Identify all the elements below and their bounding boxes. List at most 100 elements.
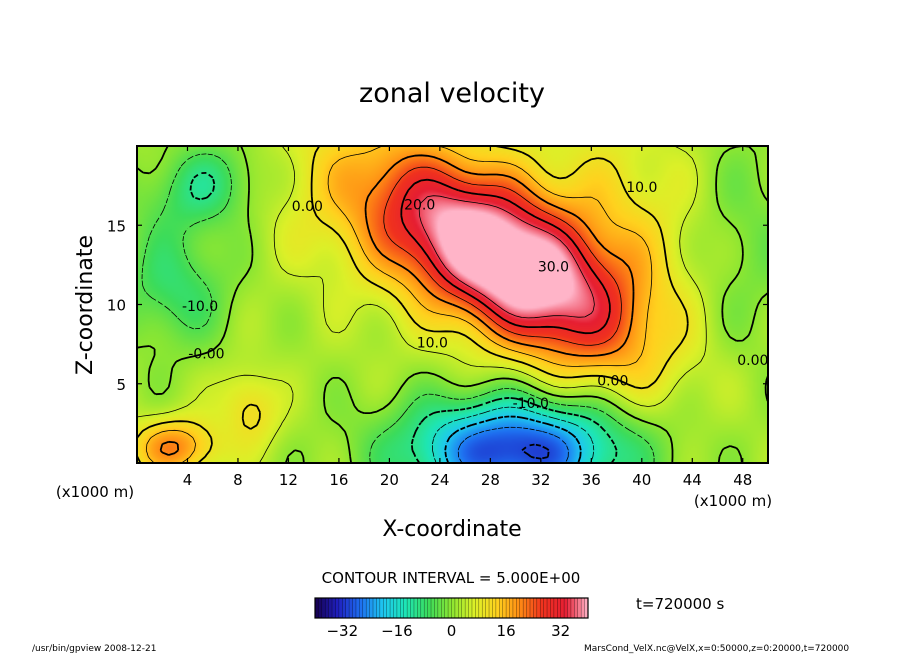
colorbar-segment: [581, 598, 585, 618]
colorbar-segment: [564, 598, 568, 618]
x-tick-label: 20: [380, 471, 399, 489]
colorbar-segment: [499, 598, 503, 618]
colorbar-segment: [386, 598, 391, 618]
contour-line: [189, 172, 618, 463]
contour-line: [400, 178, 611, 335]
colorbar-segment: [536, 598, 541, 618]
contour-line: [418, 195, 595, 319]
colorbar-segment: [349, 598, 353, 618]
contour-label: 0.00: [597, 374, 628, 390]
colorbar-segment: [434, 598, 439, 618]
colorbar-segment: [413, 598, 418, 618]
colorbar-segment: [321, 598, 326, 618]
contour-line: [444, 415, 582, 463]
colorbar-segment: [454, 598, 459, 618]
contour-label: -0.00: [188, 347, 224, 363]
colorbar-segment: [393, 598, 398, 618]
contour-interval-text: CONTOUR INTERVAL = 5.000E+00: [322, 569, 581, 587]
colorbar-segment: [475, 598, 480, 618]
contour-label: 10.0: [417, 336, 448, 352]
x-tick-label: 24: [430, 471, 449, 489]
colorbar-segment: [458, 598, 463, 618]
colorbar-segment: [342, 598, 347, 618]
contour-label: 10.0: [626, 180, 657, 196]
colorbar-tick-label: −16: [381, 622, 413, 640]
program-info: /usr/bin/gpview 2008-12-21: [32, 644, 156, 654]
colorbar-segment: [424, 598, 428, 618]
contour-line: [145, 146, 653, 463]
colorbar-segment: [315, 598, 319, 618]
colorbar-segment: [492, 598, 497, 618]
x-tick-label: 36: [582, 471, 601, 489]
colorbar-segment: [482, 598, 486, 618]
colorbar-segment: [557, 598, 561, 618]
contour-line: [137, 146, 768, 463]
colorbar-segment: [570, 598, 575, 618]
colorbar-tick-label: 32: [551, 622, 570, 640]
colorbar-segment: [437, 598, 442, 618]
colorbar-segment: [485, 598, 490, 618]
colorbar-segment: [373, 598, 377, 618]
colorbar-segment: [553, 598, 558, 618]
contour-lines: [137, 146, 768, 463]
contour-line: [137, 146, 707, 463]
colorbar-segment: [328, 598, 333, 618]
colorbar-segment: [376, 598, 381, 618]
contour-label: 0.00: [292, 199, 323, 215]
x-tick-label: 44: [683, 471, 702, 489]
x-tick-label: 48: [733, 471, 752, 489]
colorbar-segment: [502, 598, 507, 618]
colorbar-segment: [567, 598, 572, 618]
colorbar-segment: [478, 598, 483, 618]
colorbar-tick-label: −32: [326, 622, 358, 640]
colorbar-tick-label: 16: [497, 622, 516, 640]
colorbar-segment: [359, 598, 364, 618]
colorbar-segment: [383, 598, 387, 618]
contour-line: [432, 406, 595, 463]
colorbar-segment: [379, 598, 384, 618]
colorbar-segment: [523, 598, 527, 618]
y-axis: 5 10 15: [107, 217, 768, 394]
colorbar-segment: [390, 598, 394, 618]
colorbar-segment: [451, 598, 456, 618]
colorbar-segment: [489, 598, 493, 618]
colorbar-ticks: −32 −16 0 16 32: [326, 622, 570, 640]
colorbar-segment: [584, 598, 589, 618]
chart-title: zonal velocity: [359, 78, 545, 109]
colorbar-segment: [547, 598, 551, 618]
x-axis-label: X-coordinate: [382, 517, 521, 542]
x-tick-label: 12: [279, 471, 298, 489]
colorbar-segment: [448, 598, 452, 618]
colorbar-segment: [574, 598, 579, 618]
colorbar-segment: [400, 598, 405, 618]
colorbar-segment: [577, 598, 582, 618]
colorbar-segment: [396, 598, 401, 618]
contour-line: [137, 146, 689, 463]
colorbar-segment: [345, 598, 350, 618]
colorbar-segment: [335, 598, 340, 618]
colorbar-segment: [533, 598, 538, 618]
colorbar-tick-label: 0: [447, 622, 457, 640]
colorbar-segment: [461, 598, 466, 618]
x-tick-label: 32: [531, 471, 550, 489]
x-tick-label: 4: [183, 471, 193, 489]
colorbar-segment: [560, 598, 565, 618]
colorbar-segment: [417, 598, 422, 618]
contour-labels: 0.00 20.0 10.0 30.0 -10.0 10.0 -0.00 0.00 0.00 -1…: [182, 180, 768, 412]
contour-line: [457, 426, 569, 463]
colorbar-segment: [506, 598, 510, 618]
colorbar-segment: [410, 598, 415, 618]
colorbar-segment: [318, 598, 323, 618]
x-tick-label: 28: [481, 471, 500, 489]
contour-line: [159, 154, 635, 456]
time-text: t=720000 s: [636, 595, 724, 613]
colorbar-segment: [441, 598, 445, 618]
colorbar-segment: [540, 598, 544, 618]
y-axis-label: Z-coordinate: [73, 235, 98, 375]
colorbar-segment: [420, 598, 425, 618]
contour-label: -10.0: [182, 299, 218, 315]
colorbar-segment: [325, 598, 329, 618]
colorbar-segment: [444, 598, 449, 618]
colorbar-segment: [526, 598, 531, 618]
